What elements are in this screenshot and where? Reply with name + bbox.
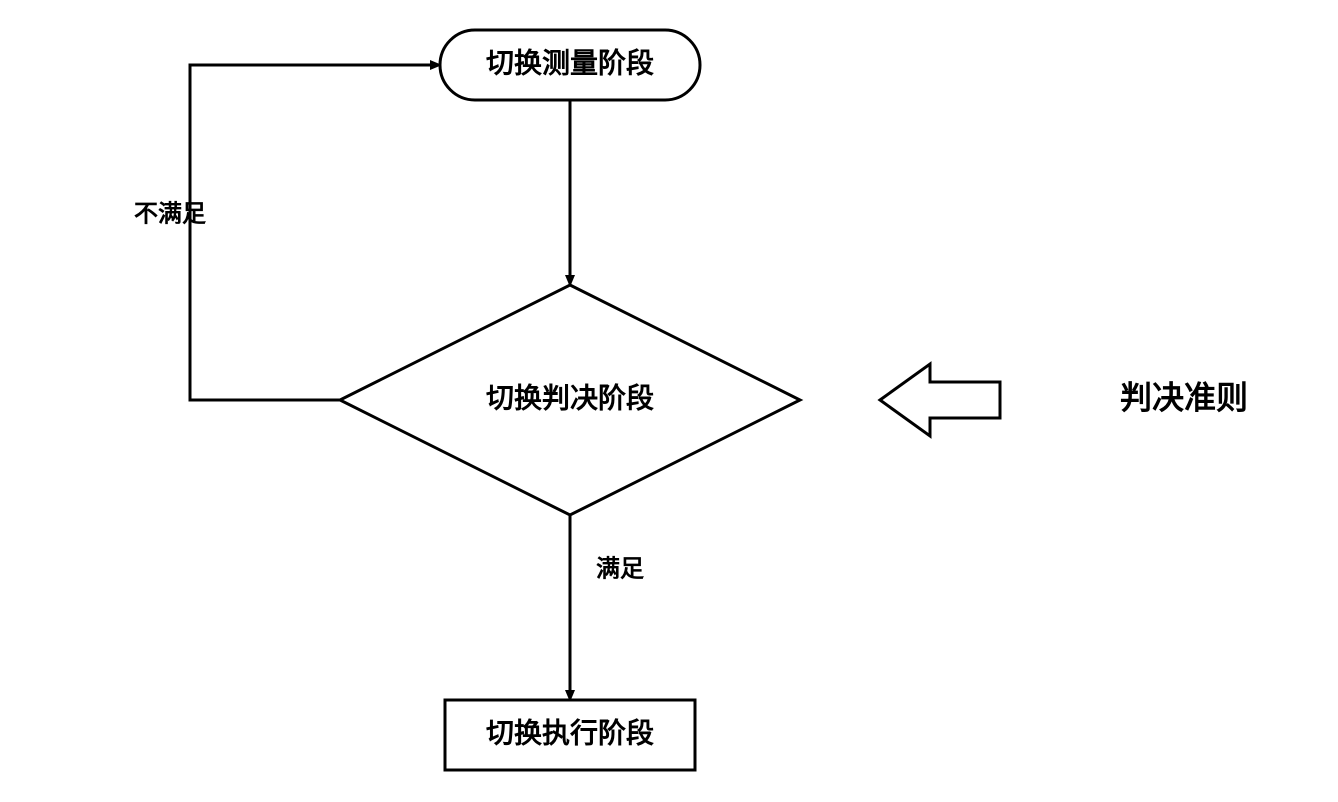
edge-label-satisfy: 满足 — [596, 555, 644, 582]
node-process-rect: 切换执行阶段 — [445, 700, 695, 770]
edge-decision-to-start: 不满足 — [134, 65, 440, 400]
node-start-terminator: 切换测量阶段 — [440, 30, 700, 100]
node-start-label: 切换测量阶段 — [486, 46, 654, 78]
node-input-label: 判决准则 — [1120, 379, 1248, 415]
edge-decision-to-process: 满足 — [570, 515, 644, 700]
block-arrow-left-icon — [880, 364, 1000, 436]
edge-label-not-satisfy: 不满足 — [134, 200, 206, 227]
edge-line — [190, 65, 440, 400]
flowchart-diagram: 满足 不满足 切换测量阶段 切换判决阶段 切换执行阶段 判决准则 — [0, 0, 1338, 802]
node-input-block-arrow: 判决准则 — [880, 364, 1248, 436]
node-decision-diamond: 切换判决阶段 — [340, 285, 800, 515]
node-process-label: 切换执行阶段 — [486, 716, 654, 748]
node-decision-label: 切换判决阶段 — [486, 381, 654, 413]
